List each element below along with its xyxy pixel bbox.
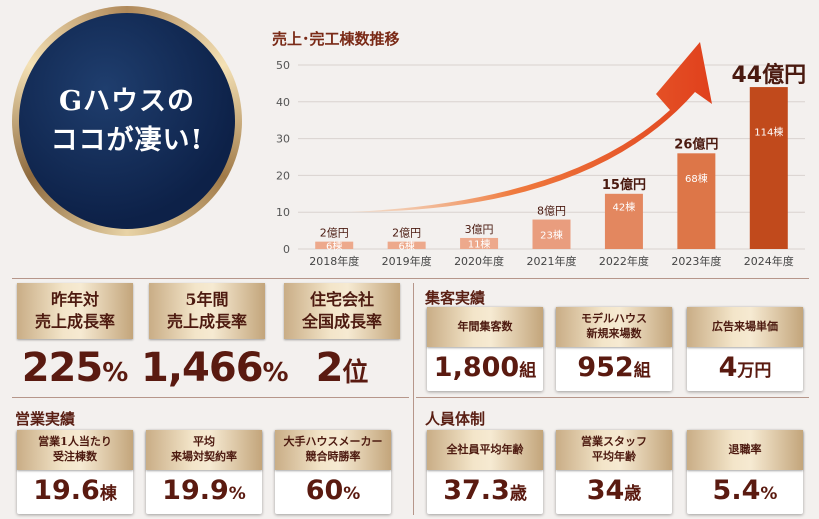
stat-card: 営業1人当たり 受注棟数 19.6棟: [17, 430, 133, 514]
divider: [413, 283, 414, 515]
stat-title: 住宅会社 全国成長率: [284, 283, 400, 339]
bar-unit-count: 68棟: [685, 172, 708, 185]
stat-value: 225%: [21, 345, 129, 391]
bar: [604, 193, 643, 249]
stat-value: 952組: [577, 352, 651, 383]
y-tick-label: 20: [276, 169, 290, 182]
badge-line-2: ココが凄い!: [50, 125, 204, 156]
bar-value-label: 26億円: [674, 136, 718, 152]
stat-title: 年間集客数: [427, 307, 543, 347]
chart-title: 売上･完工棟数推移: [272, 30, 400, 48]
section-sales-heading: 営業実績: [15, 410, 76, 428]
bar: [460, 237, 499, 249]
x-tick-label: 2019年度: [382, 254, 432, 268]
stat-card: 営業スタッフ 平均年齢 34歳: [556, 430, 672, 514]
section-attract-heading: 集客実績: [425, 289, 486, 307]
x-tick-label: 2020年度: [454, 254, 504, 268]
y-tick-label: 0: [283, 243, 290, 256]
bar: [749, 87, 788, 249]
bar-unit-count: 42棟: [613, 200, 636, 213]
stat-title: 平均 来場対契約率: [146, 430, 262, 470]
stat-title: 営業1人当たり 受注棟数: [17, 430, 133, 470]
stat-card: 大手ハウスメーカー 競合時勝率 60%: [275, 430, 391, 514]
bar-value-label: 15億円: [602, 177, 646, 193]
divider: [12, 278, 809, 279]
x-tick-label: 2021年度: [527, 254, 577, 268]
y-tick-label: 10: [276, 206, 290, 219]
x-tick-label: 2018年度: [309, 254, 359, 268]
stat-title: 営業スタッフ 平均年齢: [556, 430, 672, 470]
divider: [12, 397, 409, 398]
bar-unit-count: 6棟: [398, 239, 414, 252]
bar-unit-count: 114棟: [754, 126, 783, 139]
stat-value: 4万円: [718, 352, 772, 383]
bar-value-label: 8億円: [537, 205, 566, 218]
stat-title: 退職率: [687, 430, 803, 470]
growth-arrow: [350, 42, 712, 212]
y-tick-label: 30: [276, 133, 290, 146]
stat-card: 住宅会社 全国成長率 2位: [284, 283, 400, 393]
stat-value: 34歳: [586, 475, 642, 506]
stat-value: 1,800組: [433, 352, 537, 383]
sales-chart: 010203040502億円6棟2018年度2億円6棟2019年度3億円11棟2…: [276, 42, 806, 268]
stat-title: 5年間 売上成長率: [149, 283, 265, 339]
x-tick-label: 2022年度: [599, 254, 649, 268]
bar-unit-count: 11棟: [468, 237, 491, 250]
badge-line-1: Gハウスの: [58, 85, 196, 117]
stat-value: 5.4%: [712, 475, 778, 506]
bar-value-label: 3億円: [465, 223, 494, 236]
x-tick-label: 2024年度: [744, 254, 794, 268]
stat-title: 広告来場単価: [687, 307, 803, 347]
stat-card: 平均 来場対契約率 19.9%: [146, 430, 262, 514]
bar-unit-count: 23棟: [540, 228, 563, 241]
bar: [677, 153, 716, 249]
stat-card: モデルハウス 新規来場数 952組: [556, 307, 672, 391]
bar-unit-count: 6棟: [326, 239, 342, 252]
stat-card: 退職率 5.4%: [687, 430, 803, 514]
bar: [532, 219, 571, 249]
stat-value: 19.9%: [162, 475, 246, 506]
stat-title: 昨年対 売上成長率: [17, 283, 133, 339]
stat-value: 37.3歳: [443, 475, 527, 506]
bar-value-label: 44億円: [731, 62, 806, 88]
stat-card: 広告来場単価 4万円: [687, 307, 803, 391]
stat-value: 19.6棟: [33, 475, 117, 506]
stat-value: 60%: [305, 475, 361, 506]
stat-value: 2位: [315, 345, 369, 391]
stat-title: 大手ハウスメーカー 競合時勝率: [275, 430, 391, 470]
stat-card: 年間集客数 1,800組: [427, 307, 543, 391]
stat-title: モデルハウス 新規来場数: [556, 307, 672, 347]
bar-value-label: 2億円: [392, 227, 421, 240]
headline-badge: Gハウスの ココが凄い!: [19, 13, 235, 229]
section-staff-heading: 人員体制: [425, 410, 486, 428]
stat-card: 昨年対 売上成長率 225%: [17, 283, 133, 393]
bar: [387, 241, 426, 249]
bar: [315, 241, 354, 249]
stat-value: 1,466%: [141, 345, 289, 391]
stat-card: 全社員平均年齢 37.3歳: [427, 430, 543, 514]
x-tick-label: 2023年度: [671, 254, 721, 268]
divider: [416, 397, 809, 398]
y-tick-label: 50: [276, 59, 290, 72]
bar-value-label: 2億円: [320, 227, 349, 240]
y-tick-label: 40: [276, 96, 290, 109]
stat-card: 5年間 売上成長率 1,466%: [141, 283, 289, 393]
stat-title: 全社員平均年齢: [427, 430, 543, 470]
